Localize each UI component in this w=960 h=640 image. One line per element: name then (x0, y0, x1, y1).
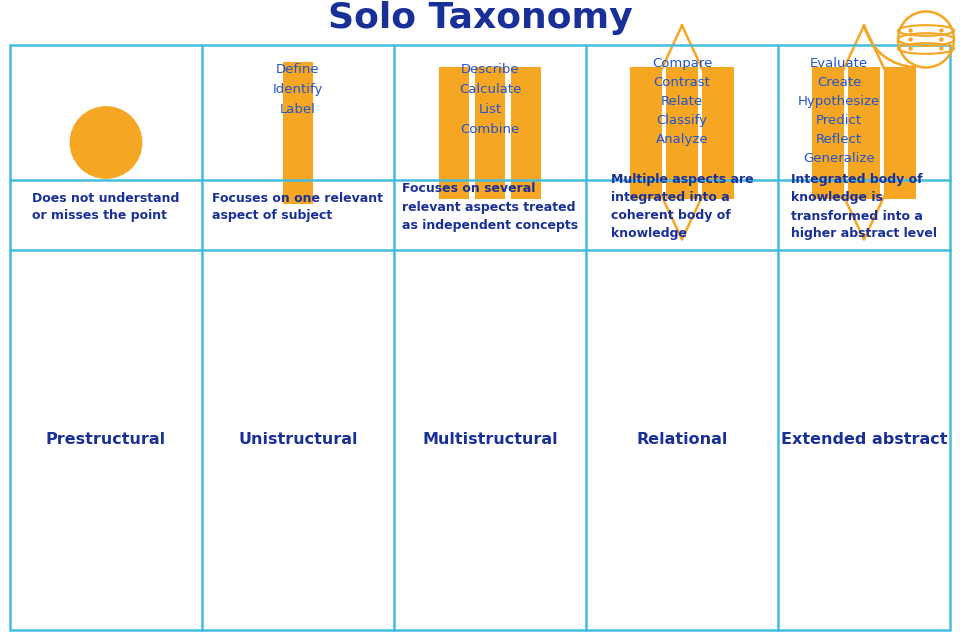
Circle shape (939, 28, 944, 33)
Bar (512, 67, 540, 198)
Text: Generalize: Generalize (804, 152, 875, 165)
Text: Evaluate: Evaluate (810, 57, 868, 70)
Circle shape (908, 28, 913, 33)
Text: Does not understand
or misses the point: Does not understand or misses the point (33, 191, 180, 223)
Text: Prestructural: Prestructural (46, 433, 166, 447)
Text: Hypothesize: Hypothesize (798, 95, 880, 108)
Text: Integrated body of
knowledge is
transformed into a
higher abstract level: Integrated body of knowledge is transfor… (791, 173, 937, 241)
Bar (284, 63, 312, 202)
Text: Multiple aspects are
integrated into a
coherent body of
knowledge: Multiple aspects are integrated into a c… (611, 173, 754, 241)
Bar (440, 67, 468, 198)
Text: Combine: Combine (461, 123, 519, 136)
Text: Create: Create (817, 76, 861, 89)
Text: Compare: Compare (652, 57, 712, 70)
Text: Relational: Relational (636, 433, 728, 447)
Text: Reflect: Reflect (816, 133, 862, 146)
Text: Identify: Identify (273, 83, 324, 96)
Text: Multistructural: Multistructural (422, 433, 558, 447)
Circle shape (908, 46, 913, 51)
Bar (849, 67, 879, 198)
Bar (703, 67, 733, 198)
Text: Focuses on several
relevant aspects treated
as independent concepts: Focuses on several relevant aspects trea… (402, 182, 578, 232)
Text: Calculate: Calculate (459, 83, 521, 96)
Bar (813, 67, 843, 198)
Text: Define: Define (276, 63, 320, 76)
Text: Describe: Describe (461, 63, 519, 76)
Bar (667, 67, 697, 198)
Bar (476, 67, 504, 198)
Circle shape (71, 108, 141, 177)
Text: List: List (478, 103, 501, 116)
Text: Classify: Classify (657, 114, 708, 127)
Circle shape (939, 37, 944, 42)
Text: Label: Label (280, 103, 316, 116)
Text: Analyze: Analyze (656, 133, 708, 146)
Text: Predict: Predict (816, 114, 862, 127)
Circle shape (939, 46, 944, 51)
Bar (631, 67, 661, 198)
Text: Solo Taxonomy: Solo Taxonomy (327, 1, 633, 35)
Text: Contrast: Contrast (654, 76, 710, 89)
Text: Relate: Relate (660, 95, 703, 108)
Text: Focuses on one relevant
aspect of subject: Focuses on one relevant aspect of subjec… (212, 191, 383, 223)
Text: Extended abstract: Extended abstract (780, 433, 948, 447)
Bar (885, 67, 915, 198)
Text: Unistructural: Unistructural (238, 433, 358, 447)
Circle shape (908, 37, 913, 42)
